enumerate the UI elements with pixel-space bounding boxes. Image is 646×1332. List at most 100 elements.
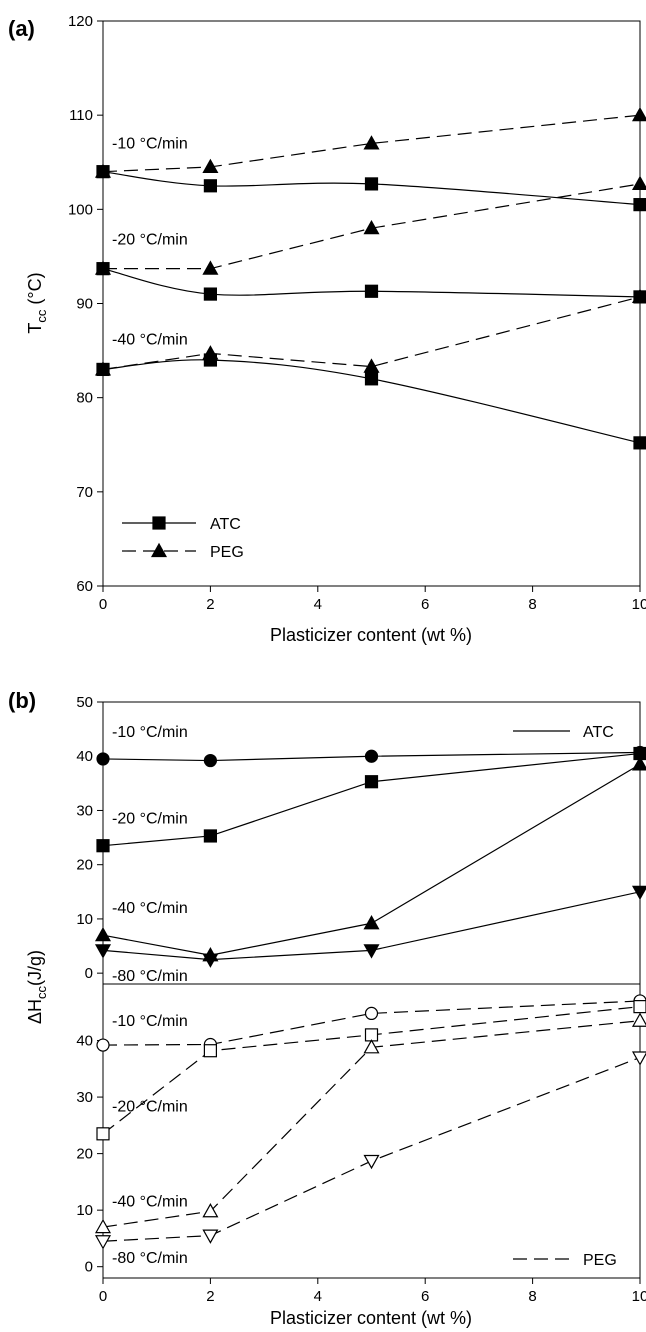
panel-b-atc-point	[631, 885, 646, 901]
panel-a-point-atc	[364, 372, 379, 386]
panel-b-peg-point	[633, 1000, 646, 1014]
panel-a-point-atc	[364, 284, 379, 298]
panel-a-rate-label: -20 °C/min	[112, 231, 188, 248]
panel-b-x-tick-label: 10	[632, 1288, 646, 1305]
panel-b-legend: ATC PEG	[513, 724, 617, 1269]
panel-b-peg-point	[363, 1154, 380, 1170]
panel-b-peg-point	[96, 1127, 110, 1141]
panel-b-atc-y-tick-label: 50	[76, 694, 93, 711]
panel-a-point-peg	[94, 163, 112, 178]
panel-a-point-peg	[94, 361, 112, 376]
panel-a-axes: 60 70 80 90 100 110 120 0 2 4 6 8 10	[68, 13, 646, 613]
panel-b-atc-rate-label: -10 °C/min	[112, 724, 188, 741]
panel-a-legend-marker-peg	[150, 542, 168, 558]
panel-a-rate-label: -40 °C/min	[112, 331, 188, 348]
panel-b-peg-series-10-c-min	[102, 1000, 641, 1046]
panel-a-point-peg	[94, 260, 112, 275]
panel-b-atc-point	[364, 775, 379, 789]
panel-a-point-peg	[631, 288, 646, 304]
panel-b-peg-point	[96, 1038, 110, 1052]
panel-b-peg-point	[631, 1051, 646, 1066]
panel-b-peg-y-tick-label: 30	[76, 1089, 93, 1106]
panel-a-ylabel-main: T	[25, 323, 45, 334]
panel-b-peg-series-20-c-min	[102, 1006, 641, 1135]
panel-a-x-tick-label: 6	[421, 596, 429, 613]
panel-a-label: (a)	[8, 16, 35, 41]
panel-b: (b) 0 2 4 6 8 10 0 10 20 30 40 50 0 10 20 30 40 -10 °C/m…	[8, 688, 646, 1328]
panel-b-peg-y-tick-label: 40	[76, 1033, 93, 1050]
panel-b-peg-point	[202, 1203, 219, 1218]
panel-b-series	[102, 751, 641, 1242]
panel-a-point-peg	[202, 158, 219, 174]
panel-a-series-atc-40-c-min	[102, 359, 641, 444]
panel-a-x-tick-label: 0	[99, 596, 107, 613]
panel-b-ylabel-sub: cc	[34, 985, 49, 999]
panel-b-peg-point	[94, 1218, 112, 1234]
panel-a-point-peg	[363, 135, 380, 150]
panel-b-atc-y-tick-label: 0	[85, 965, 93, 982]
panel-b-atc-point	[203, 753, 217, 768]
panel-b-peg-rate-label: -80 °C/min	[112, 1250, 188, 1267]
panel-a-series	[102, 114, 641, 444]
panel-a-legend-label-peg: PEG	[210, 544, 244, 561]
panel-b-peg-legend-label: PEG	[583, 1252, 617, 1269]
panel-b-plot-frame	[102, 701, 641, 1279]
panel-a-y-tick-label: 60	[76, 578, 93, 595]
panel-b-peg-rate-label: -40 °C/min	[112, 1194, 188, 1211]
panel-a-point-atc	[633, 436, 646, 450]
panel-b-atc-rate-label: -20 °C/min	[112, 811, 188, 828]
panel-b-atc-point	[96, 752, 110, 766]
panel-b-atc-y-tick-label: 30	[76, 802, 93, 819]
panel-a-plot-frame	[102, 20, 641, 587]
panel-b-peg-rate-label: -10 °C/min	[112, 1013, 188, 1030]
panel-a-series-peg-40-c-min	[102, 296, 641, 371]
panel-a-x-tick-label: 2	[206, 596, 214, 613]
panel-a-legend-marker-atc	[152, 516, 166, 530]
panel-b-x-axis-title: Plasticizer content (wt %)	[270, 1308, 472, 1328]
panel-b-atc-point	[363, 944, 380, 959]
panel-a-x-tick-label: 4	[314, 596, 322, 613]
panel-a-series-atc-10-c-min	[102, 171, 641, 206]
panel-b-ylabel-tail: (J/g)	[25, 950, 45, 986]
panel-a-series-atc-20-c-min	[102, 268, 641, 298]
panel-a-x-tick-label: 10	[632, 596, 646, 613]
panel-b-peg-point	[364, 1028, 379, 1042]
panel-a-point-peg	[631, 175, 646, 191]
panel-a-annotations: -10 °C/min -20 °C/min -40 °C/min	[112, 135, 188, 348]
panel-a-point-peg	[631, 106, 646, 122]
panel-b-peg-series-80-c-min	[102, 1056, 641, 1242]
panel-a-point-peg	[363, 358, 380, 373]
panel-a-x-axis-title: Plasticizer content (wt %)	[270, 625, 472, 645]
panel-a-y-axis-title: Tcc (°C)	[25, 272, 49, 333]
panel-b-x-tick-label: 4	[314, 1288, 322, 1305]
panel-a-legend: ATC PEG	[122, 516, 244, 561]
panel-b-atc-point	[94, 944, 112, 959]
panel-b-axes: 0 2 4 6 8 10 0 10 20 30 40 50 0 10 20 30 40	[76, 694, 646, 1305]
panel-b-peg-y-tick-label: 10	[76, 1202, 93, 1219]
panel-b-x-tick-label: 6	[421, 1288, 429, 1305]
panel-b-atc-y-tick-label: 40	[76, 748, 93, 765]
panel-b-atc-point	[364, 749, 379, 763]
panel-b-atc-rate-label: -40 °C/min	[112, 900, 188, 917]
panel-a-y-tick-label: 90	[76, 296, 93, 313]
panel-b-atc-series-80-c-min	[102, 891, 641, 961]
panel-a-point-atc	[633, 198, 646, 212]
panel-b-atc-point	[631, 756, 646, 771]
panel-a-rate-label: -10 °C/min	[112, 135, 188, 152]
panel-b-y-axis-title: ΔHcc(J/g)	[25, 950, 49, 1024]
panel-b-atc-series-20-c-min	[102, 752, 641, 847]
panel-b-peg-y-tick-label: 20	[76, 1146, 93, 1163]
panel-b-label: (b)	[8, 688, 36, 713]
panel-b-atc-y-tick-label: 20	[76, 857, 93, 874]
panel-a-point-atc	[364, 177, 379, 191]
panel-a-legend-label-atc: ATC	[210, 516, 241, 533]
panel-b-atc-rate-label: -80 °C/min	[112, 968, 188, 985]
panel-a-ylabel-tail: (°C)	[25, 272, 45, 309]
panel-b-atc-point	[203, 829, 217, 843]
panel-b-markers	[94, 745, 646, 1250]
panel-b-atc-point	[202, 953, 219, 968]
panel-b-atc-point	[363, 915, 380, 930]
panel-a-point-peg	[363, 219, 380, 235]
panel-a-series-peg-20-c-min	[103, 183, 641, 270]
